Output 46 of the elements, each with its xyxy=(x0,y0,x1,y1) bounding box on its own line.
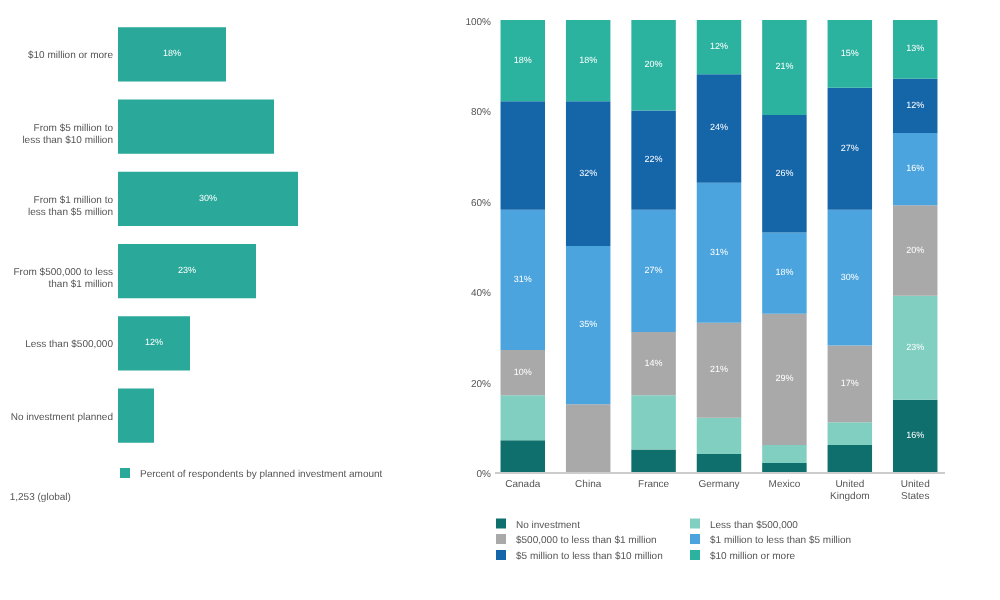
bar xyxy=(565,246,611,405)
bar xyxy=(892,133,938,206)
bar xyxy=(631,395,676,450)
bar xyxy=(118,244,256,299)
bar xyxy=(827,87,873,210)
bar xyxy=(500,349,546,396)
bar xyxy=(696,182,742,323)
bar xyxy=(500,20,546,102)
bar xyxy=(827,20,873,88)
bar xyxy=(118,171,298,226)
bar xyxy=(565,101,611,246)
bar xyxy=(892,78,938,133)
bar xyxy=(500,101,546,210)
bar xyxy=(827,422,873,445)
bar xyxy=(762,20,807,115)
bar xyxy=(631,331,676,396)
bar xyxy=(762,444,807,463)
bar xyxy=(500,440,546,472)
bar xyxy=(892,399,938,472)
bar xyxy=(565,20,611,102)
bar xyxy=(118,316,190,371)
bar xyxy=(762,313,807,445)
bar xyxy=(118,27,226,82)
bar xyxy=(696,20,742,75)
bar xyxy=(696,417,742,454)
bar xyxy=(892,205,938,296)
bar xyxy=(892,20,938,79)
bar xyxy=(696,322,742,418)
bar xyxy=(118,388,154,443)
bar xyxy=(696,453,742,472)
bar xyxy=(827,209,873,346)
bar xyxy=(762,114,807,233)
bar xyxy=(500,395,546,441)
bar xyxy=(892,295,938,400)
bar xyxy=(762,232,807,314)
bar xyxy=(631,110,676,210)
bar xyxy=(696,74,742,183)
bar xyxy=(500,209,546,350)
bar xyxy=(827,444,873,472)
bar xyxy=(565,404,611,472)
bar xyxy=(118,99,274,154)
bar xyxy=(631,449,676,472)
bar xyxy=(631,209,676,332)
bar xyxy=(631,20,676,111)
bar xyxy=(827,345,873,423)
bar xyxy=(762,462,807,472)
